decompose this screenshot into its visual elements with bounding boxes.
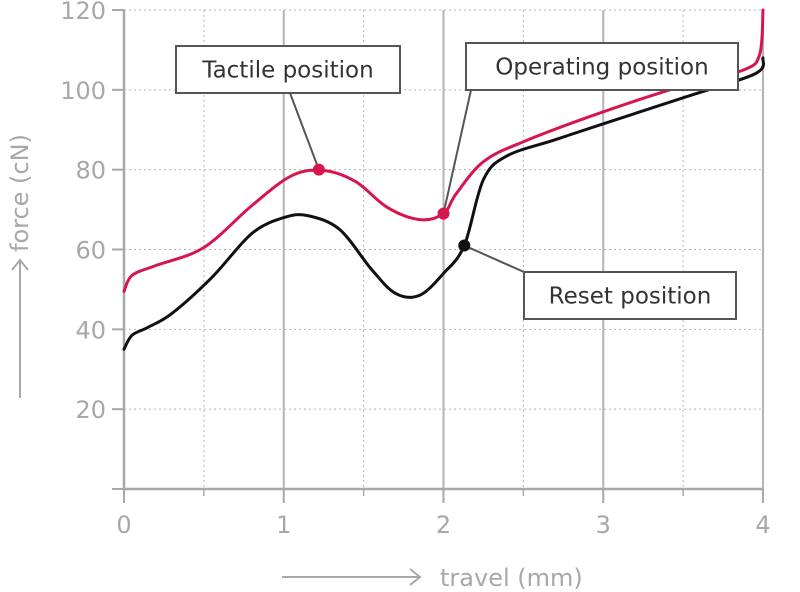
callout-marker-0 <box>312 163 325 176</box>
callout-2: Reset position <box>523 271 737 320</box>
callout-box-2 <box>523 271 737 320</box>
callout-leaders <box>289 89 525 273</box>
callout-box-1 <box>465 42 739 91</box>
callout-0: Tactile position <box>175 45 401 94</box>
y-axis-title-group: force (cN) <box>6 134 34 398</box>
callout-leader-0 <box>289 92 320 171</box>
x-tick-label-2: 2 <box>436 511 451 539</box>
callout-leader-1 <box>442 89 472 214</box>
y-tick-label-80: 80 <box>75 157 106 185</box>
callout-label-2: Reset position <box>549 284 712 310</box>
x-axis-title: travel (mm) <box>440 564 583 592</box>
callout-1: Operating position <box>465 42 739 91</box>
y-tick-label-40: 40 <box>75 316 106 344</box>
y-tick-label-60: 60 <box>75 237 106 265</box>
y-tick-label-20: 20 <box>75 396 106 424</box>
callout-marker-2 <box>458 239 471 252</box>
y-axis-arrowhead-icon <box>11 258 29 271</box>
y-tick-label-120: 120 <box>60 0 106 25</box>
callout-leader-2 <box>463 244 525 273</box>
callout-label-0: Tactile position <box>201 58 373 84</box>
x-axis-arrowhead-icon <box>409 568 422 586</box>
x-tick-label-1: 1 <box>276 511 291 539</box>
y-axis-title: force (cN) <box>6 134 34 252</box>
callout-label-1: Operating position <box>495 55 708 81</box>
x-tick-label-4: 4 <box>755 511 770 539</box>
x-tick-label-0: 0 <box>116 511 131 539</box>
x-axis-title-group: travel (mm) <box>282 564 583 592</box>
callouts: Tactile position Operating position Reset … <box>175 42 739 320</box>
series-line-1 <box>122 56 765 351</box>
callout-markers <box>312 163 471 252</box>
tick-labels: 20 40 60 80 100 120 0 1 2 3 4 <box>60 0 770 539</box>
callout-marker-1 <box>437 207 450 220</box>
x-tick-label-3: 3 <box>596 511 611 539</box>
y-tick-label-100: 100 <box>60 77 106 105</box>
callout-box-0 <box>175 45 401 94</box>
